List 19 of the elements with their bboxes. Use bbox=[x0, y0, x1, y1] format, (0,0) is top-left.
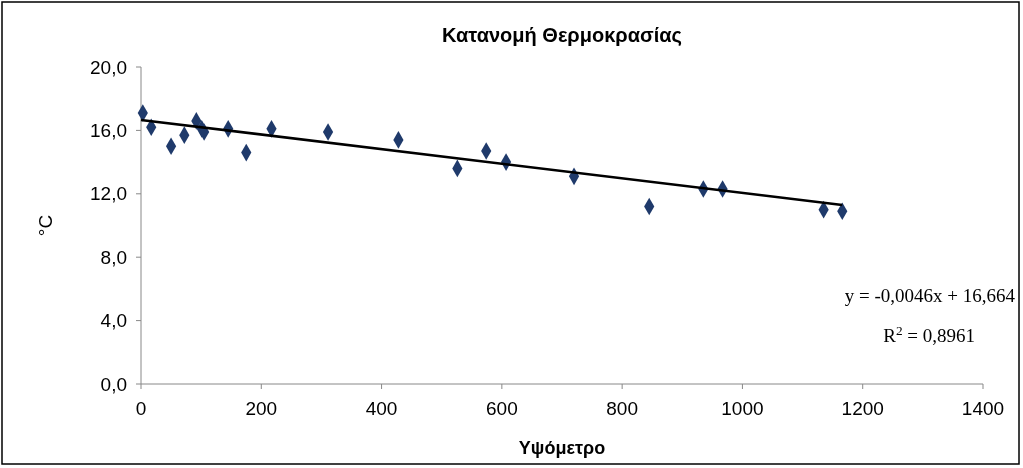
annotation: R$^{2}$ = 0,8961 bbox=[883, 322, 975, 346]
y-tick-label: 20,0 bbox=[90, 56, 127, 78]
y-tick-label: 0,0 bbox=[100, 373, 127, 395]
x-tick-label: 600 bbox=[486, 398, 518, 419]
annotation: y = -0,0046x + 16,664 bbox=[844, 285, 1016, 306]
y-tick-label: 8,0 bbox=[100, 246, 127, 268]
y-tick-label: 4,0 bbox=[100, 310, 127, 332]
chart-title: Κατανομή Θερμοκρασίας bbox=[442, 24, 682, 46]
x-tick-label: 400 bbox=[365, 398, 398, 419]
x-tick-label: 800 bbox=[606, 398, 638, 419]
x-tick-label: 200 bbox=[245, 398, 278, 419]
x-tick-label: 1400 bbox=[961, 398, 1005, 419]
x-tick-label: 1200 bbox=[841, 398, 884, 419]
y-tick-label: 12,0 bbox=[90, 183, 127, 205]
y-tick-label: 16,0 bbox=[90, 120, 127, 142]
x-axis-title: Υψόμετρο bbox=[518, 438, 606, 458]
x-tick-label: 1000 bbox=[721, 398, 764, 419]
y-axis-title: °C bbox=[35, 214, 56, 237]
x-tick-label: 0 bbox=[135, 398, 147, 419]
